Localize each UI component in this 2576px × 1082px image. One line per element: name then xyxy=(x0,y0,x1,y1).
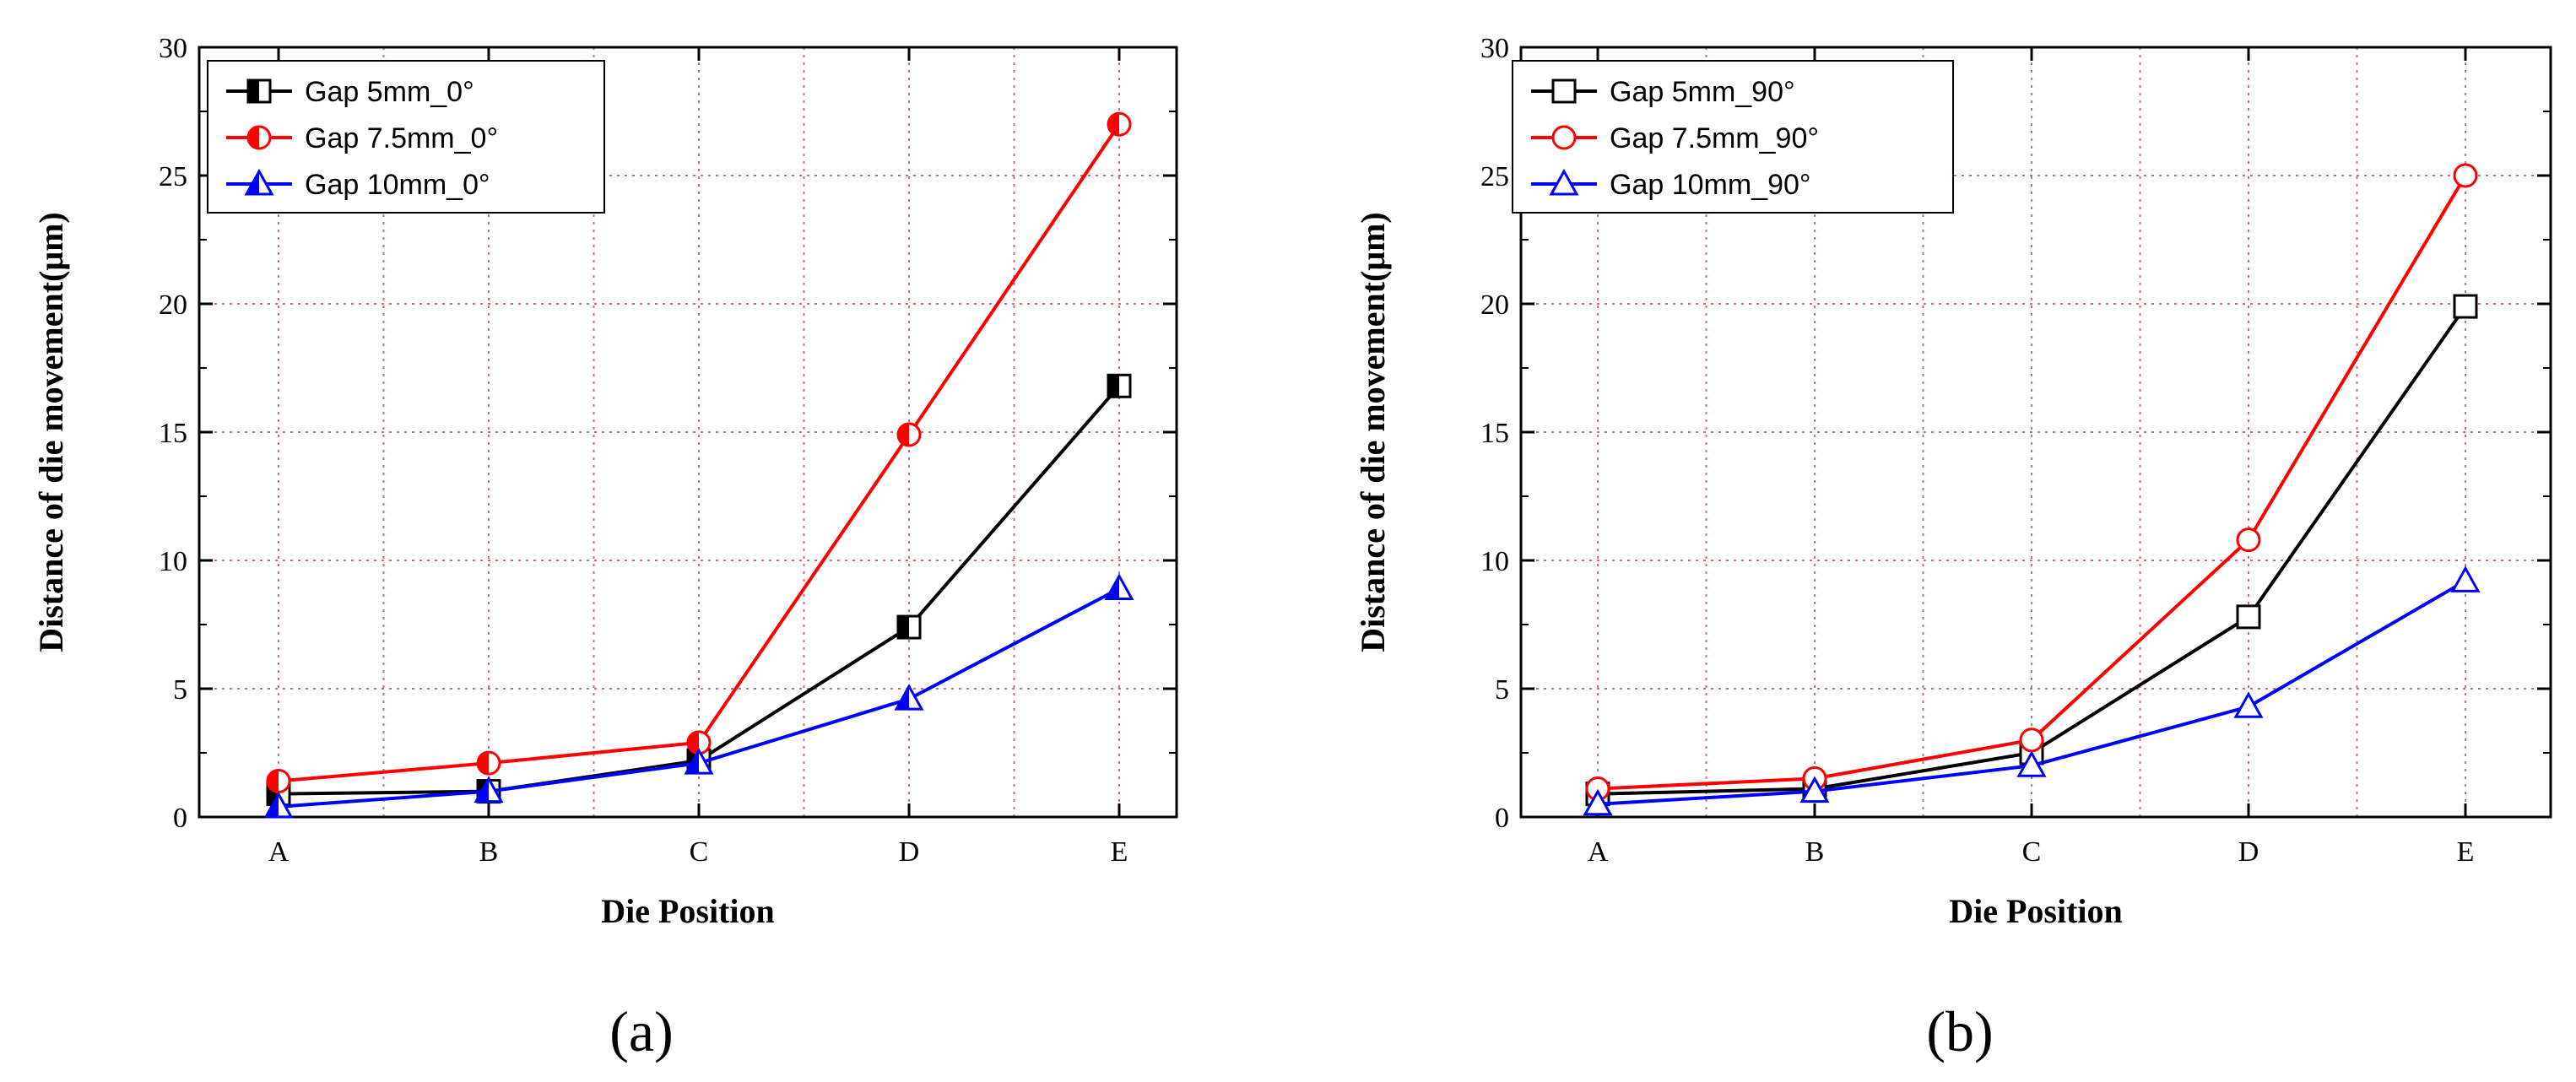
x-tick-label: B xyxy=(479,836,499,868)
data-point xyxy=(2019,728,2044,753)
legend-entry: Gap 5mm_0° xyxy=(226,76,474,108)
legend-entry: Gap 10mm_90° xyxy=(1531,168,1811,201)
y-tick-label: 5 xyxy=(173,674,187,706)
y-tick-label: 25 xyxy=(1480,161,1509,192)
y-tick-label: 20 xyxy=(1480,289,1509,321)
data-point xyxy=(263,791,294,819)
data-point xyxy=(1583,788,1613,816)
y-axis: 0 5 10 15 20 25 30 xyxy=(1480,33,2551,834)
data-point xyxy=(2453,163,2478,188)
data-point xyxy=(2450,565,2481,592)
y-tick-label: 15 xyxy=(1480,418,1509,449)
x-tick-label: C xyxy=(2022,836,2042,868)
chart-panel-b: 0 5 10 15 20 25 30 A B C D E Die Position Distance of… xyxy=(1354,33,2552,1063)
x-tick-label: A xyxy=(1588,836,1609,868)
legend-entry: Gap 7.5mm_0° xyxy=(226,122,498,154)
data-point xyxy=(894,684,924,711)
legend-label: Gap 5mm_0° xyxy=(305,76,474,108)
data-point xyxy=(2233,691,2264,718)
data-point xyxy=(684,748,714,775)
legend-label: Gap 7.5mm_90° xyxy=(1610,122,1819,154)
x-tick-label: D xyxy=(899,836,920,868)
data-point xyxy=(896,422,922,447)
y-tick-label: 5 xyxy=(1495,674,1509,706)
x-tick-label: B xyxy=(1805,836,1825,868)
y-axis-title: Distance of die movement(μm) xyxy=(1354,212,1392,652)
legend-label: Gap 10mm_0° xyxy=(305,169,490,201)
legend-entry: Gap 5mm_90° xyxy=(1531,76,1795,108)
data-point xyxy=(1799,776,1830,803)
series-2 xyxy=(266,111,1132,793)
x-axis-title: Die Position xyxy=(1949,892,2123,930)
y-tick-label: 20 xyxy=(159,289,187,321)
series-2 xyxy=(1585,163,2478,802)
data-point xyxy=(476,750,501,776)
data-point xyxy=(474,776,504,803)
panel-label: (a) xyxy=(609,999,673,1063)
chart-panel-a: 0 5 10 15 20 25 30 A B C D E Die Position Distance of… xyxy=(32,33,1178,1063)
data-point xyxy=(2236,527,2261,553)
data-point xyxy=(1107,373,1132,398)
x-tick-label: E xyxy=(2457,836,2475,868)
x-tick-label: E xyxy=(1111,836,1128,868)
series-3 xyxy=(263,573,1134,819)
y-tick-label: 30 xyxy=(159,33,187,64)
y-tick-label: 0 xyxy=(173,803,187,834)
x-tick-label: A xyxy=(268,836,290,868)
legend: Gap 5mm_90° Gap 7.5mm_90° Gap 10mm_90° xyxy=(1512,60,1954,214)
y-tick-label: 25 xyxy=(159,161,187,192)
x-tick-label: D xyxy=(2238,836,2259,868)
legend-entry: Gap 10mm_0° xyxy=(226,168,490,201)
data-point xyxy=(2453,294,2478,319)
y-axis-title: Distance of die movement(μm) xyxy=(32,212,70,652)
grid xyxy=(199,47,1177,817)
data-point xyxy=(896,614,922,640)
data-point xyxy=(2236,604,2261,630)
data-point xyxy=(1107,111,1132,137)
x-axis: A B C D E xyxy=(268,47,1128,868)
x-tick-label: C xyxy=(690,836,709,868)
panel-label: (b) xyxy=(1926,999,1993,1063)
data-point xyxy=(686,730,712,755)
y-tick-label: 0 xyxy=(1495,803,1509,834)
legend-label: Gap 10mm_90° xyxy=(1610,169,1811,201)
x-axis-title: Die Position xyxy=(601,892,775,930)
y-tick-label: 15 xyxy=(159,418,187,449)
legend-label: Gap 5mm_90° xyxy=(1610,76,1795,108)
y-tick-label: 10 xyxy=(159,546,187,577)
y-tick-label: 30 xyxy=(1480,33,1509,64)
data-point xyxy=(1104,573,1134,600)
legend: Gap 5mm_0° Gap 7.5mm_0° Gap 10mm_0° xyxy=(207,60,605,214)
y-tick-label: 10 xyxy=(1480,546,1509,577)
data-point xyxy=(2016,750,2047,777)
legend-entry: Gap 7.5mm_90° xyxy=(1531,122,1819,154)
series-3 xyxy=(1583,565,2481,816)
legend-label: Gap 7.5mm_0° xyxy=(305,122,498,154)
data-point xyxy=(266,768,291,793)
